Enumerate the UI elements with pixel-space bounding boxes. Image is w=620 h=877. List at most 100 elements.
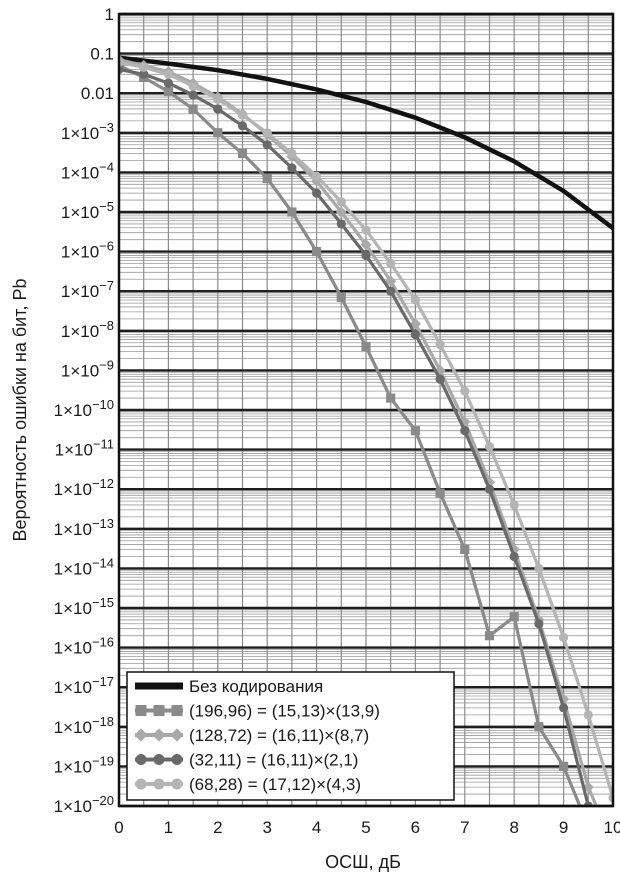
legend-label: (32,11) = (16,11)×(2,1) <box>189 751 358 770</box>
data-point <box>559 761 569 771</box>
y-tick-label: 1×10−20 <box>54 793 114 816</box>
data-point <box>361 341 371 352</box>
data-point <box>435 339 445 350</box>
x-tick-label: 10 <box>604 818 620 837</box>
data-point <box>312 247 322 257</box>
legend-label: (128,72) = (16,11)×(8,7) <box>189 726 369 745</box>
data-point <box>509 551 519 562</box>
x-tick-label: 4 <box>312 818 321 837</box>
y-tick-label: 0.01 <box>81 84 114 103</box>
series-line <box>119 55 613 231</box>
legend-marker <box>153 754 165 765</box>
data-point <box>484 484 495 494</box>
data-point <box>460 544 470 555</box>
legend-marker <box>135 754 147 765</box>
data-point <box>312 188 322 198</box>
y-tick-label: 1×10−18 <box>54 714 114 737</box>
x-tick-label: 9 <box>559 818 568 837</box>
y-tick-label: 1×10−6 <box>61 239 114 262</box>
data-point <box>559 703 569 713</box>
legend-label: Без кодирования <box>189 677 323 696</box>
data-point <box>435 488 445 498</box>
data-point <box>484 441 495 452</box>
y-tick-label: 1×10−15 <box>54 595 114 618</box>
data-point <box>460 426 470 436</box>
data-point <box>386 393 396 403</box>
x-tick-label: 8 <box>509 818 518 837</box>
x-tick-label: 7 <box>460 818 469 837</box>
data-point <box>163 86 173 97</box>
data-point <box>262 173 272 184</box>
y-tick-label: 1×10−19 <box>54 753 114 776</box>
y-tick-label: 1×10−9 <box>61 357 114 380</box>
data-point <box>335 206 347 218</box>
data-point <box>410 330 420 340</box>
legend-marker <box>171 754 183 765</box>
series-4 <box>119 57 613 803</box>
legend-item: (68,28) = (17,12)×(4,3) <box>135 775 361 794</box>
data-point <box>188 81 198 91</box>
y-tick-label: 1×10−8 <box>61 318 114 341</box>
legend-item: (196,96) = (15,13)×(13,9) <box>135 702 380 721</box>
y-tick-label: 1×10−16 <box>54 635 114 658</box>
y-tick-label: 1×10−10 <box>54 397 114 420</box>
data-point <box>583 710 593 720</box>
legend-marker <box>170 728 184 742</box>
y-tick-label: 1×10−11 <box>55 437 114 460</box>
series-layer <box>119 54 613 806</box>
data-point <box>336 219 346 229</box>
data-point <box>559 632 569 643</box>
data-point <box>460 386 470 396</box>
legend-marker <box>135 778 147 790</box>
data-point <box>163 78 173 88</box>
legend: Без кодирования (196,96) = (15,13)×(13,9)… <box>126 671 455 801</box>
legend-marker <box>171 778 183 790</box>
y-tick-label: 1×10−5 <box>61 199 114 222</box>
x-tick-labels: 0 1 2 3 4 5 6 7 8 9 10 <box>114 818 620 837</box>
y-tick-label: 0.1 <box>90 45 114 64</box>
y-tick-label: 1×10−4 <box>61 159 114 182</box>
data-point <box>509 500 519 510</box>
data-point <box>534 563 544 574</box>
data-point <box>237 148 248 159</box>
data-point <box>435 374 445 384</box>
data-point <box>534 722 544 732</box>
data-point <box>188 90 198 100</box>
data-point <box>139 62 149 72</box>
legend-label: (68,28) = (17,12)×(4,3) <box>189 775 361 794</box>
data-point <box>386 286 396 296</box>
plot-frame <box>117 12 615 808</box>
data-point <box>410 295 420 305</box>
data-point <box>213 128 223 138</box>
data-point <box>312 171 322 181</box>
x-tick-label: 6 <box>411 818 420 837</box>
x-tick-label: 1 <box>164 818 173 837</box>
y-tick-label: 1×10−14 <box>54 555 114 578</box>
series-3 <box>119 64 593 806</box>
legend-marker <box>152 728 166 742</box>
legend-marker <box>134 728 148 742</box>
data-point <box>287 148 297 159</box>
legend-marker <box>171 705 183 716</box>
x-tick-label: 2 <box>213 818 222 837</box>
data-point <box>262 140 272 150</box>
legend-item: Без кодирования <box>135 677 323 696</box>
legend-label: (196,96) = (15,13)×(13,9) <box>189 702 380 721</box>
data-point <box>361 250 371 261</box>
data-point <box>386 258 396 269</box>
legend-item: (32,11) = (16,11)×(2,1) <box>135 751 358 770</box>
data-point <box>410 426 420 436</box>
x-tick-label: 0 <box>114 818 123 837</box>
y-tick-label: 1×10−7 <box>61 278 114 301</box>
series-0 <box>119 55 613 231</box>
data-point <box>237 121 248 131</box>
series-1 <box>119 60 582 806</box>
data-point <box>534 619 544 629</box>
legend-marker <box>153 778 165 790</box>
y-tick-label: 1 <box>105 5 114 24</box>
legend-item: (128,72) = (16,11)×(8,7) <box>134 726 369 745</box>
data-point <box>484 631 495 641</box>
x-tick-label: 5 <box>361 818 370 837</box>
data-point <box>360 239 372 251</box>
